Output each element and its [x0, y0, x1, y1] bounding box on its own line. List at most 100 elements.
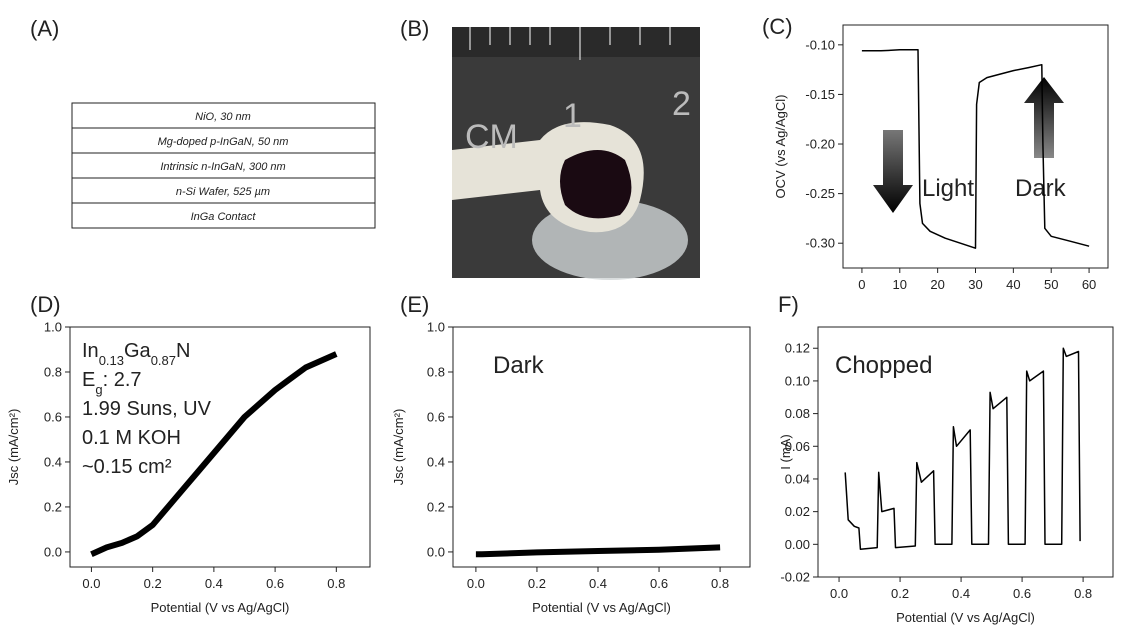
annotation: Light — [922, 175, 974, 202]
layer-label: Mg-doped p-InGaN, 50 nm — [158, 136, 289, 148]
annotation-part: 0.1 M KOH — [82, 427, 181, 449]
annotation: Dark — [493, 352, 545, 379]
annotation: 1.99 Suns, UV — [82, 398, 212, 420]
y-tick-label: 0.10 — [785, 373, 810, 388]
x-tick-label: 0.4 — [589, 576, 607, 591]
data-line — [90, 351, 338, 557]
layer-label: Intrinsic n-InGaN, 300 nm — [160, 161, 285, 173]
y-tick-label: 0.08 — [785, 406, 810, 421]
y-tick-label: 0.00 — [785, 537, 810, 552]
y-tick-label: 0.4 — [44, 454, 62, 469]
ruler-label: 2 — [672, 85, 691, 123]
x-tick-label: 40 — [1006, 277, 1020, 292]
panel-label: (E) — [400, 292, 429, 317]
y-tick-label: -0.20 — [805, 137, 835, 152]
y-tick-label: 0.04 — [785, 471, 810, 486]
x-tick-label: 30 — [968, 277, 982, 292]
y-tick-label: 1.0 — [44, 320, 62, 335]
ruler-label: 1 — [563, 97, 582, 135]
plot-frame — [452, 326, 751, 568]
y-tick-label: 0.02 — [785, 504, 810, 519]
arrow-down — [873, 130, 913, 213]
y-axis-label: OCV (vs Ag/AgCl) — [773, 94, 788, 198]
layer — [71, 152, 376, 179]
x-tick-label: 0.2 — [891, 586, 909, 601]
plot-frame — [817, 326, 1114, 578]
y-tick-label: -0.30 — [805, 236, 835, 251]
x-tick-label: 0.0 — [82, 576, 100, 591]
photo: CM 1 2 — [452, 27, 700, 280]
layer — [71, 202, 376, 229]
annotation: 0.1 M KOH — [82, 427, 181, 449]
y-tick-label: 1.0 — [427, 320, 445, 335]
x-tick-label: 0.0 — [467, 576, 485, 591]
annotation: Dark — [1015, 175, 1067, 202]
panel-label: (C) — [762, 14, 793, 39]
layer — [71, 102, 376, 129]
data-line — [861, 49, 1090, 249]
x-axis-label: Potential (V vs Ag/AgCl) — [896, 610, 1035, 625]
x-tick-label: 0.4 — [952, 586, 970, 601]
x-tick-label: 60 — [1082, 277, 1096, 292]
annotation-part: N — [176, 340, 190, 362]
annotation-part: 0.13 — [99, 353, 124, 368]
y-tick-label: 0.06 — [785, 439, 810, 454]
y-tick-label: -0.10 — [805, 37, 835, 52]
x-tick-label: 0.8 — [327, 576, 345, 591]
y-tick-label: -0.02 — [780, 570, 810, 585]
layer — [71, 127, 376, 154]
y-tick-label: -0.25 — [805, 186, 835, 201]
y-tick-label: 0.4 — [427, 454, 445, 469]
arrow-up — [1024, 77, 1064, 158]
panel-label: (B) — [400, 16, 429, 41]
y-axis-label: Jsc (mA/cm²) — [391, 409, 406, 486]
annotation-part: g — [95, 382, 102, 397]
arrows — [873, 77, 1064, 213]
y-tick-label: 0.0 — [427, 544, 445, 559]
annotation-part: : 2.7 — [103, 369, 142, 391]
plot-frame — [69, 326, 371, 568]
x-tick-label: 0.6 — [1013, 586, 1031, 601]
x-tick-label: 0.0 — [830, 586, 848, 601]
y-tick-label: 0.6 — [427, 409, 445, 424]
layer — [71, 177, 376, 204]
y-tick-label: 0.8 — [44, 364, 62, 379]
layer-label: n-Si Wafer, 525 µm — [176, 186, 270, 198]
panel-label: (D) — [30, 292, 61, 317]
annotation-part: Ga — [124, 340, 152, 362]
data-line — [475, 544, 721, 558]
y-tick-label: 0.0 — [44, 544, 62, 559]
data-line — [844, 347, 1081, 550]
annotation-part: ~0.15 cm² — [82, 456, 172, 478]
y-axis-label: Jsc (mA/cm²) — [6, 409, 21, 486]
x-tick-label: 0.8 — [711, 576, 729, 591]
y-tick-label: -0.15 — [805, 87, 835, 102]
x-tick-label: 0.6 — [266, 576, 284, 591]
y-tick-label: 0.8 — [427, 364, 445, 379]
x-tick-label: 20 — [930, 277, 944, 292]
ruler — [452, 27, 700, 57]
annotation-part: 1.99 Suns, UV — [82, 398, 212, 420]
x-tick-label: 0 — [858, 277, 865, 292]
x-tick-label: 0.2 — [144, 576, 162, 591]
layer-stack: NiO, 30 nm Mg-doped p-InGaN, 50 nm Intrins… — [71, 102, 376, 229]
x-tick-label: 0.2 — [528, 576, 546, 591]
x-tick-label: 0.6 — [650, 576, 668, 591]
y-tick-label: 0.6 — [44, 409, 62, 424]
ruler-label: CM — [465, 118, 518, 156]
annotation-part: 0.87 — [151, 353, 176, 368]
x-tick-label: 10 — [893, 277, 907, 292]
y-tick-label: 0.2 — [44, 499, 62, 514]
y-axis-label: I (mA) — [778, 434, 793, 469]
y-tick-label: 0.2 — [427, 499, 445, 514]
layer-label: NiO, 30 nm — [195, 111, 251, 123]
panel-label: (A) — [30, 16, 59, 41]
x-axis-label: Potential (V vs Ag/AgCl) — [151, 600, 290, 615]
sample — [560, 150, 632, 219]
ruler-ticks — [469, 27, 671, 60]
x-axis-label: Potential (V vs Ag/AgCl) — [532, 600, 671, 615]
panel-label: F) — [778, 292, 799, 317]
annotation: ~0.15 cm² — [82, 456, 172, 478]
x-tick-label: 50 — [1044, 277, 1058, 292]
